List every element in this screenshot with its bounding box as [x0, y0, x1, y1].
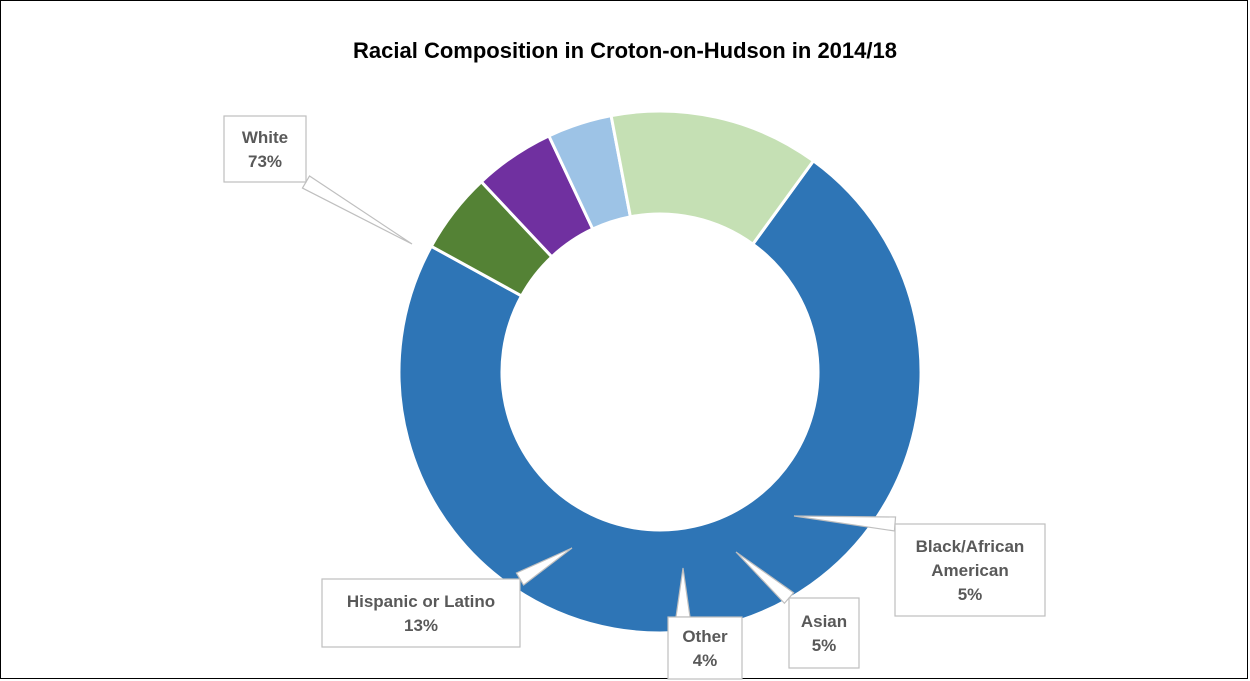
- data-label-category: Other: [682, 627, 728, 646]
- data-label-value: 5%: [812, 636, 837, 655]
- slice-white: [397, 158, 923, 635]
- data-label-value: 5%: [958, 585, 983, 604]
- callout-asian: Asian 5%: [788, 597, 860, 669]
- data-label-category: White: [242, 128, 288, 147]
- callout-black-african-american: Black/African American 5%: [894, 523, 1046, 617]
- data-label-category: Asian: [801, 612, 847, 631]
- data-label-category: Hispanic or Latino: [347, 592, 495, 611]
- callout-box: [321, 578, 521, 648]
- callout-box: [894, 523, 1046, 617]
- data-label-category: Black/African: [916, 537, 1025, 556]
- chart-title: Racial Composition in Croton-on-Hudson i…: [353, 38, 897, 63]
- data-label-category: American: [931, 561, 1008, 580]
- data-label-value: 4%: [693, 651, 718, 670]
- callout-box: [788, 597, 860, 669]
- leader-line-white: [301, 175, 413, 245]
- callout-box: [223, 115, 307, 183]
- callout-other: Other 4%: [667, 616, 743, 680]
- callout-white: White 73%: [223, 115, 307, 183]
- data-label-value: 13%: [404, 616, 438, 635]
- slice-hispanic-or-latino: [609, 109, 816, 247]
- data-label-value: 73%: [248, 152, 282, 171]
- callout-box: [667, 616, 743, 680]
- callout-hispanic-or-latino: Hispanic or Latino 13%: [321, 578, 521, 648]
